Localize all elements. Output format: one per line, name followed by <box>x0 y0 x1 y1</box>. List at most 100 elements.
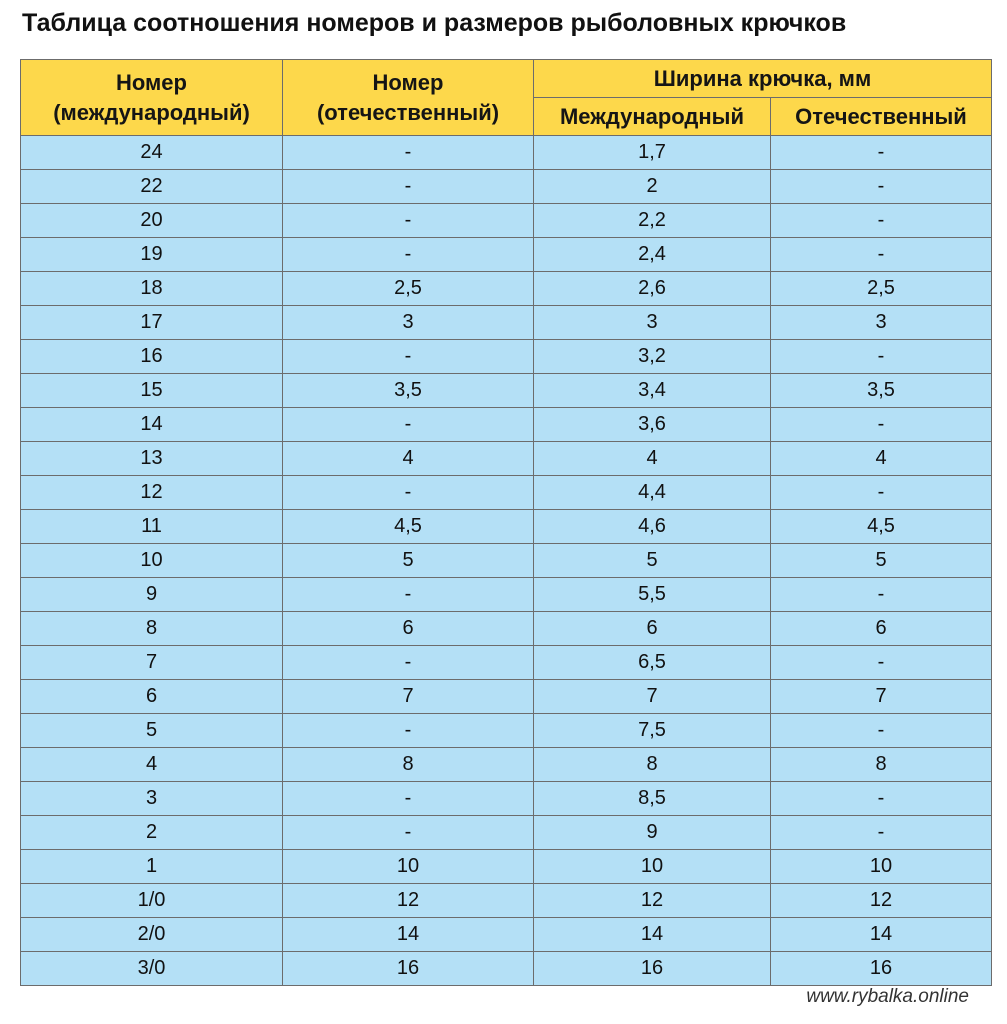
cell-width-domestic: - <box>769 169 993 204</box>
table-header: Номер (международный) Номер (отечественн… <box>20 59 993 136</box>
cell-number-domestic: - <box>282 169 534 204</box>
cell-number-international: 8 <box>20 611 283 646</box>
cell-number-domestic: 4,5 <box>282 509 534 544</box>
cell-number-domestic: 8 <box>282 747 534 782</box>
cell-width-international: 6 <box>533 611 771 646</box>
cell-width-domestic: - <box>769 475 993 510</box>
cell-width-international: 3 <box>533 305 771 340</box>
table-row: 22-2- <box>20 169 993 204</box>
table-row: 11 4,5 4,6 4,5 <box>20 509 993 544</box>
cell-number-international: 4 <box>20 747 283 782</box>
cell-number-international: 3 <box>20 781 283 816</box>
cell-width-domestic: - <box>769 135 993 170</box>
table-row: 18 2,5 2,6 2,5 <box>20 271 993 306</box>
cell-number-international: 14 <box>20 407 283 442</box>
cell-width-domestic: - <box>769 577 993 612</box>
cell-width-international: 14 <box>533 917 771 952</box>
cell-number-international: 12 <box>20 475 283 510</box>
cell-number-international: 9 <box>20 577 283 612</box>
cell-number-domestic: 14 <box>282 917 534 952</box>
header-number-international: Номер (международный) <box>20 59 283 136</box>
cell-width-international: 2 <box>533 169 771 204</box>
table-row: 3/0 16 16 16 <box>20 951 993 986</box>
cell-width-international: 7 <box>533 679 771 714</box>
cell-number-international: 19 <box>20 237 283 272</box>
cell-number-international: 1/0 <box>20 883 283 918</box>
cell-number-international: 7 <box>20 645 283 680</box>
cell-number-domestic: 5 <box>282 543 534 578</box>
cell-width-domestic: 10 <box>769 849 993 884</box>
cell-number-international: 16 <box>20 339 283 374</box>
cell-width-domestic: - <box>769 645 993 680</box>
page-title: Таблица соотношения номеров и размеров р… <box>22 9 847 37</box>
cell-number-domestic: 7 <box>282 679 534 714</box>
table-row: 16-3,2- <box>20 339 993 374</box>
cell-width-international: 5 <box>533 543 771 578</box>
header-hook-width: Ширина крючка, мм <box>532 59 993 98</box>
cell-width-international: 4,6 <box>533 509 771 544</box>
cell-width-domestic: 12 <box>769 883 993 918</box>
cell-number-international: 22 <box>20 169 283 204</box>
cell-width-domestic: 4 <box>769 441 993 476</box>
table-row: 17 3 3 3 <box>20 305 993 340</box>
cell-number-domestic: 3 <box>282 305 534 340</box>
cell-number-domestic: - <box>282 713 534 748</box>
cell-width-international: 5,5 <box>533 577 771 612</box>
table-row: 2-9- <box>20 815 993 850</box>
cell-number-international: 11 <box>20 509 283 544</box>
cell-width-international: 1,7 <box>533 135 771 170</box>
table-row: 10 5 5 5 <box>20 543 993 578</box>
cell-width-domestic: - <box>769 815 993 850</box>
cell-number-domestic: - <box>282 781 534 816</box>
cell-number-domestic: - <box>282 645 534 680</box>
table-row: 7-6,5- <box>20 645 993 680</box>
cell-width-international: 10 <box>533 849 771 884</box>
cell-number-domestic: 12 <box>282 883 534 918</box>
cell-width-domestic: 14 <box>769 917 993 952</box>
cell-number-international: 3/0 <box>20 951 283 986</box>
watermark: www.rybalka.online <box>806 986 969 1007</box>
table-row: 12-4,4- <box>20 475 993 510</box>
cell-width-international: 2,2 <box>533 203 771 238</box>
table-row: 19-2,4- <box>20 237 993 272</box>
table-row: 20-2,2- <box>20 203 993 238</box>
header-number-international-line2: (международный) <box>53 99 250 125</box>
cell-width-domestic: 8 <box>769 747 993 782</box>
cell-number-domestic: 3,5 <box>282 373 534 408</box>
cell-width-domestic: - <box>769 339 993 374</box>
cell-width-international: 2,4 <box>533 237 771 272</box>
table-row: 24-1,7- <box>20 135 993 170</box>
table-row: 2/0 14 14 14 <box>20 917 993 952</box>
cell-width-international: 8,5 <box>533 781 771 816</box>
cell-number-international: 5 <box>20 713 283 748</box>
table-row: 14-3,6- <box>20 407 993 442</box>
cell-width-domestic: 2,5 <box>769 271 993 306</box>
table-row: 13 4 4 4 <box>20 441 993 476</box>
cell-width-international: 6,5 <box>533 645 771 680</box>
cell-number-domestic: 2,5 <box>282 271 534 306</box>
cell-number-international: 17 <box>20 305 283 340</box>
cell-number-domestic: - <box>282 577 534 612</box>
cell-number-domestic: 4 <box>282 441 534 476</box>
cell-width-domestic: - <box>769 713 993 748</box>
cell-number-domestic: - <box>282 203 534 238</box>
cell-number-domestic: - <box>282 407 534 442</box>
cell-width-international: 7,5 <box>533 713 771 748</box>
cell-number-domestic: 10 <box>282 849 534 884</box>
cell-number-domestic: - <box>282 815 534 850</box>
header-number-international-line1: Номер <box>116 69 187 95</box>
cell-number-domestic: - <box>282 475 534 510</box>
cell-width-international: 12 <box>533 883 771 918</box>
cell-width-domestic: 6 <box>769 611 993 646</box>
table-body: 24-1,7-22-2-20-2,2-19-2,4-18 2,5 2,6 2,5 17 3… <box>20 135 993 986</box>
cell-number-domestic: 16 <box>282 951 534 986</box>
cell-width-domestic: - <box>769 781 993 816</box>
cell-number-international: 2 <box>20 815 283 850</box>
cell-width-international: 2,6 <box>533 271 771 306</box>
cell-width-domestic: 16 <box>769 951 993 986</box>
table-row: 5-7,5- <box>20 713 993 748</box>
cell-width-international: 9 <box>533 815 771 850</box>
cell-width-domestic: 5 <box>769 543 993 578</box>
cell-number-international: 6 <box>20 679 283 714</box>
